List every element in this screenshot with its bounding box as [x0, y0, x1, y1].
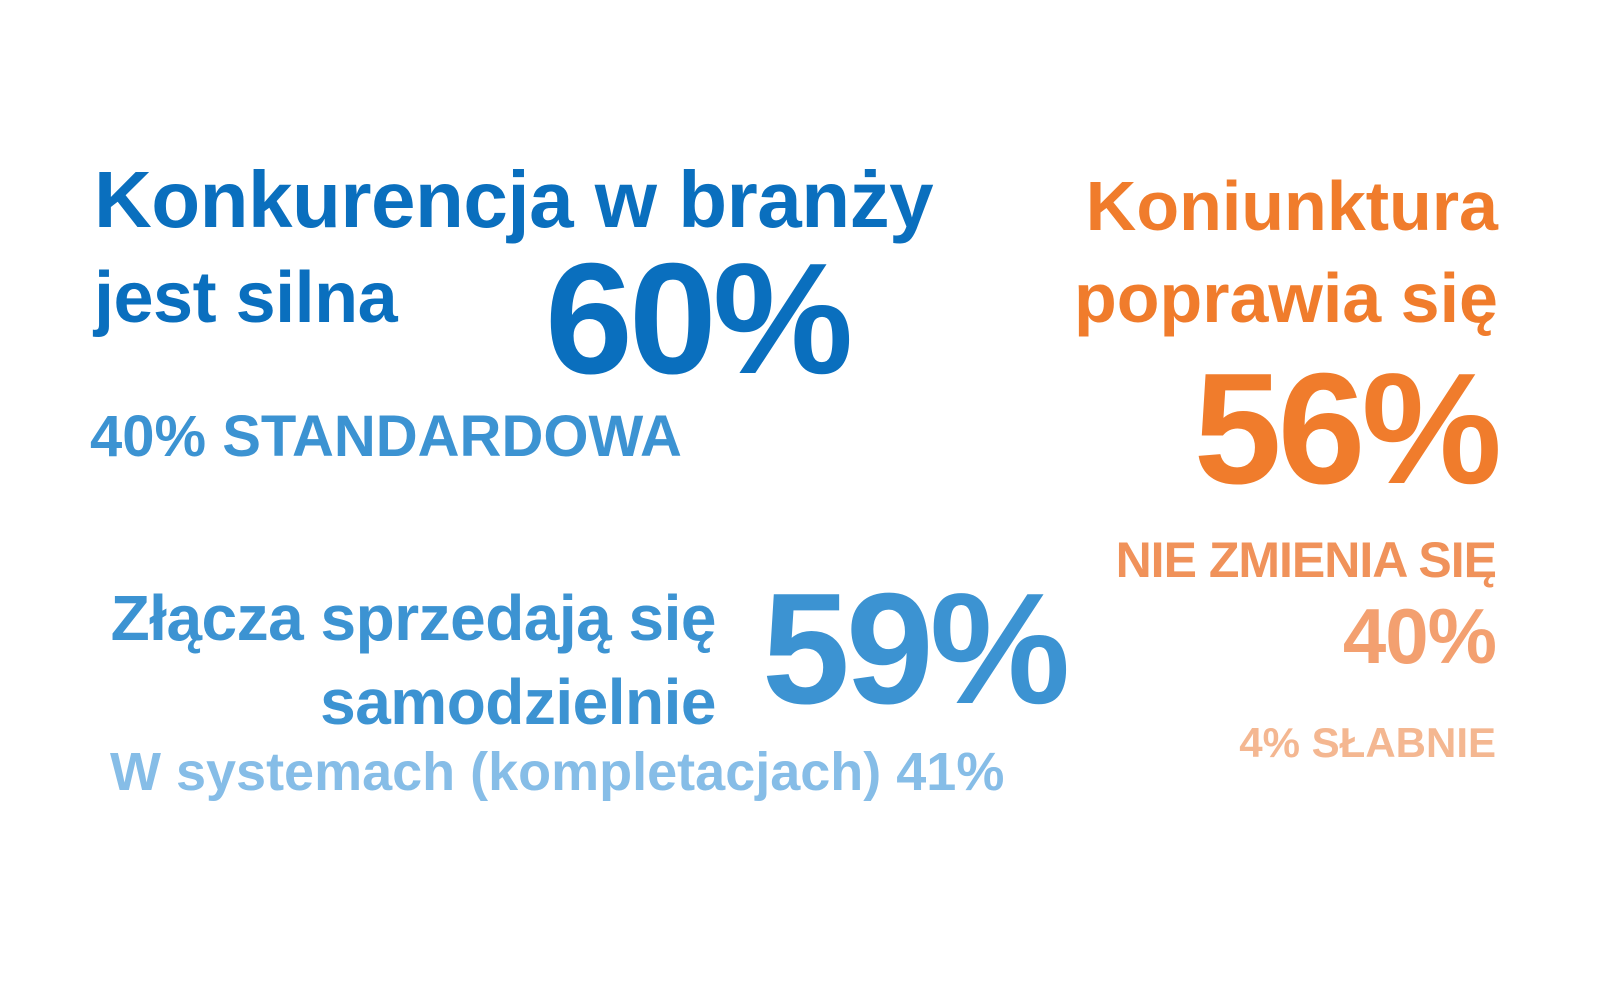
economic-heading: Koniunktura poprawia się 56% [1073, 160, 1502, 517]
economic-heading-line1: Koniunktura [1085, 167, 1498, 245]
connectors-heading-line1: Złącza sprzedają się [110, 582, 717, 654]
connectors-heading-line2: samodzielnie [320, 666, 716, 738]
connectors-heading: Złącza sprzedają się samodzielnie [110, 576, 717, 744]
economic-heading-line2: poprawia się [1073, 259, 1498, 337]
economic-unchanged-value: 40% [1342, 592, 1497, 680]
economic-main-value: 56% [1193, 341, 1502, 517]
competition-main-value: 60% [545, 231, 853, 407]
economic-weakening: 4% SŁABNIE [1239, 719, 1496, 766]
economic-unchanged-label: NIE ZMIENIA SIĘ [1115, 532, 1497, 588]
connectors-main-value: 59% [762, 561, 1070, 737]
competition-secondary: 40% STANDARDOWA [90, 404, 682, 469]
competition-heading-line1: Konkurencja w branży [94, 155, 934, 244]
competition-heading-line2: jest silna [94, 258, 398, 338]
connectors-secondary: W systemach (kompletacjach) 41% [110, 742, 1005, 802]
